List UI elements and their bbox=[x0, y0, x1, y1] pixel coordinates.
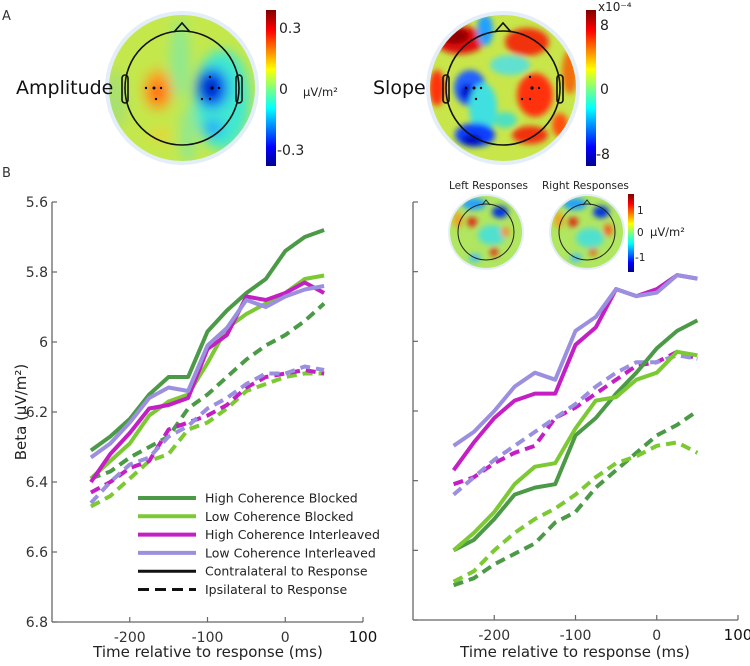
legend-item: High Coherence Blocked bbox=[138, 491, 358, 506]
inset-cbar-tick-max: 1 bbox=[637, 205, 644, 217]
legend-label: High Coherence Blocked bbox=[205, 491, 358, 506]
x-tick-label: 100 bbox=[724, 626, 750, 644]
y-tick-label: 6.8 bbox=[26, 615, 48, 631]
left-line-chart: 5.6 5.8 6 6.2 6.4 6.6 6.8 -200 -100 0 100 bbox=[26, 195, 378, 646]
series-line-low-coherence-interleaved-ipsilateral bbox=[452, 353, 698, 497]
right-line-chart: -200 -100 0 100 bbox=[412, 201, 750, 644]
x-tick-label: -200 bbox=[478, 628, 510, 644]
amplitude-cbar-tick-max: 0.3 bbox=[279, 21, 301, 37]
amplitude-title: Amplitude bbox=[16, 77, 113, 99]
inset-left-topomap bbox=[448, 194, 524, 270]
series-line-high-coherence-interleaved-contralateral bbox=[89, 280, 326, 484]
legend: High Coherence Blocked Low Coherence Bloc… bbox=[138, 491, 380, 597]
y-tick-label: 5.8 bbox=[26, 265, 48, 281]
legend-item: Low Coherence Interleaved bbox=[138, 545, 376, 560]
amplitude-colorbar: 0.3 0 -0.3 μV/m² bbox=[266, 10, 338, 166]
amplitude-cbar-unit: μV/m² bbox=[303, 85, 338, 99]
legend-label: Contralateral to Response bbox=[205, 564, 368, 579]
y-axis-label: Beta (μV/m²) bbox=[12, 364, 30, 461]
legend-label: Low Coherence Interleaved bbox=[205, 545, 376, 560]
inset-right-topomap bbox=[549, 194, 625, 270]
slope-colorbar: x10⁻⁴ 8 0 -8 bbox=[586, 0, 632, 166]
x-tick-label: 0 bbox=[281, 630, 290, 646]
panel-label-a: A bbox=[2, 9, 11, 24]
inset-cbar-tick-min: -1 bbox=[635, 252, 645, 264]
legend-label: Ipsilateral to Response bbox=[205, 582, 347, 597]
inset-right-title: Right Responses bbox=[542, 180, 629, 192]
series-line-low-coherence-blocked-ipsilateral bbox=[452, 440, 699, 584]
inset-cbar-unit: μV/m² bbox=[650, 225, 685, 239]
series-line-high-coherence-blocked-contralateral bbox=[452, 318, 699, 553]
y-tick-label: 6.2 bbox=[26, 405, 48, 421]
series-line-high-coherence-interleaved-ipsilateral bbox=[89, 368, 325, 495]
legend-item: High Coherence Interleaved bbox=[138, 527, 380, 542]
legend-item: Low Coherence Blocked bbox=[138, 509, 354, 524]
series-line-low-coherence-interleaved-contralateral bbox=[452, 273, 698, 448]
x-tick-label: -200 bbox=[114, 630, 146, 646]
slope-title: Slope bbox=[373, 77, 426, 99]
series-line-high-coherence-blocked-ipsilateral bbox=[90, 302, 326, 481]
series-line-low-coherence-interleaved-contralateral bbox=[89, 284, 325, 460]
slope-topomap bbox=[426, 11, 580, 165]
series-line-low-coherence-blocked-ipsilateral bbox=[89, 371, 325, 509]
legend-item: Ipsilateral to Response bbox=[138, 582, 347, 597]
series-line-high-coherence-blocked-contralateral bbox=[89, 228, 325, 453]
inset-cbar-tick-zero: 0 bbox=[637, 227, 644, 239]
panel-label-b: B bbox=[2, 166, 11, 181]
legend-label: Low Coherence Blocked bbox=[205, 509, 354, 524]
amplitude-topomap bbox=[105, 11, 259, 165]
legend-item: Contralateral to Response bbox=[138, 564, 368, 579]
series-line-low-coherence-interleaved-ipsilateral bbox=[89, 364, 325, 505]
inset-left-title: Left Responses bbox=[449, 180, 528, 192]
x-tick-label: 100 bbox=[349, 628, 378, 646]
amplitude-cbar-tick-min: -0.3 bbox=[277, 143, 304, 159]
x-tick-label: 0 bbox=[652, 628, 661, 644]
y-tick-label: 6.6 bbox=[26, 545, 48, 561]
x-tick-label: -100 bbox=[192, 630, 224, 646]
x-tick-label: -100 bbox=[560, 628, 592, 644]
series-line-low-coherence-blocked-contralateral bbox=[452, 349, 698, 552]
y-tick-label: 5.6 bbox=[26, 195, 48, 211]
inset-colorbar: 1 0 -1 μV/m² bbox=[628, 194, 685, 272]
y-tick-label: 6.4 bbox=[26, 475, 48, 491]
series-line-high-coherence-interleaved-contralateral bbox=[451, 273, 698, 472]
slope-cbar-tick-min: -8 bbox=[596, 147, 610, 163]
legend-label: High Coherence Interleaved bbox=[205, 527, 380, 542]
slope-cbar-tick-max: 8 bbox=[600, 18, 609, 34]
y-tick-label: 6 bbox=[39, 335, 48, 351]
amplitude-cbar-tick-zero: 0 bbox=[279, 82, 288, 98]
right-x-axis-label: Time relative to response (ms) bbox=[459, 643, 690, 661]
slope-cbar-exponent: x10⁻⁴ bbox=[598, 0, 632, 14]
left-x-axis-label: Time relative to response (ms) bbox=[92, 643, 323, 661]
slope-cbar-tick-zero: 0 bbox=[600, 82, 609, 98]
